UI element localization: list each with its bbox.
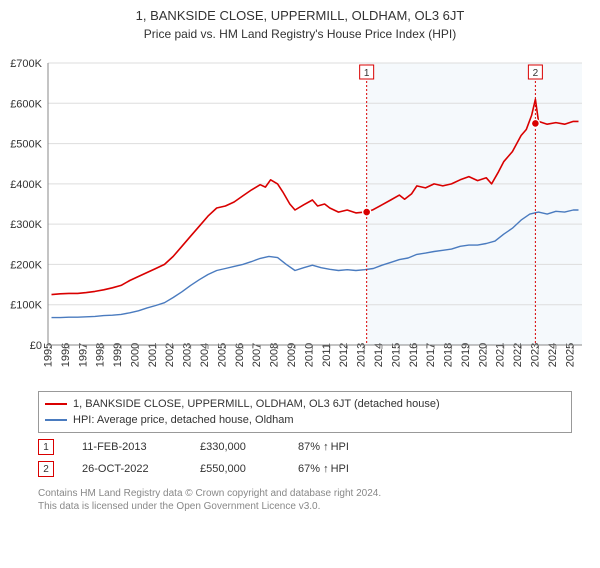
- svg-text:2012: 2012: [338, 343, 350, 367]
- svg-text:£700K: £700K: [10, 58, 42, 70]
- svg-text:2024: 2024: [547, 343, 559, 367]
- svg-text:2014: 2014: [373, 343, 385, 367]
- page-subtitle: Price paid vs. HM Land Registry's House …: [0, 27, 600, 41]
- svg-text:2002: 2002: [164, 343, 176, 367]
- sale-row: 1 11-FEB-2013 £330,000 87% HPI: [38, 439, 600, 455]
- svg-text:2009: 2009: [286, 343, 298, 367]
- svg-text:£300K: £300K: [10, 219, 42, 231]
- svg-text:2023: 2023: [530, 343, 542, 367]
- legend-label-hpi: HPI: Average price, detached house, Oldh…: [73, 412, 294, 428]
- svg-text:2018: 2018: [443, 343, 455, 367]
- svg-text:1996: 1996: [60, 343, 72, 367]
- chart-area: £0 £100K £200K £300K £400K £500K £600K £700K 199…: [0, 53, 600, 383]
- svg-text:2020: 2020: [477, 343, 489, 367]
- svg-text:1997: 1997: [77, 343, 89, 367]
- legend-swatch-hpi: [45, 419, 67, 421]
- footer-line2: This data is licensed under the Open Gov…: [38, 500, 572, 513]
- svg-text:2001: 2001: [147, 343, 159, 367]
- svg-text:2025: 2025: [564, 343, 576, 367]
- svg-text:2021: 2021: [495, 343, 507, 367]
- sale-date: 11-FEB-2013: [82, 441, 172, 453]
- svg-text:£500K: £500K: [10, 139, 42, 151]
- svg-text:1995: 1995: [42, 343, 54, 367]
- svg-text:2008: 2008: [269, 343, 281, 367]
- sale-number-badge: 2: [38, 461, 54, 477]
- sale-row: 2 26-OCT-2022 £550,000 67% HPI: [38, 461, 600, 477]
- legend-row-property: 1, BANKSIDE CLOSE, UPPERMILL, OLDHAM, OL…: [45, 396, 565, 412]
- legend-swatch-property: [45, 403, 67, 405]
- legend-row-hpi: HPI: Average price, detached house, Oldh…: [45, 412, 565, 428]
- sale-price: £550,000: [200, 463, 270, 475]
- footer-line1: Contains HM Land Registry data © Crown c…: [38, 487, 572, 500]
- svg-text:2003: 2003: [182, 343, 194, 367]
- svg-text:£600K: £600K: [10, 98, 42, 110]
- page-title: 1, BANKSIDE CLOSE, UPPERMILL, OLDHAM, OL…: [0, 8, 600, 23]
- svg-text:2005: 2005: [216, 343, 228, 367]
- svg-text:2: 2: [533, 68, 539, 79]
- svg-text:1: 1: [364, 68, 370, 79]
- svg-text:£400K: £400K: [10, 179, 42, 191]
- footer-text: Contains HM Land Registry data © Crown c…: [38, 487, 572, 513]
- svg-text:2011: 2011: [321, 343, 333, 367]
- sale-pct-vs-hpi: 87% HPI: [298, 441, 349, 453]
- sale-number-badge: 1: [38, 439, 54, 455]
- svg-text:2000: 2000: [129, 343, 141, 367]
- svg-text:2013: 2013: [356, 343, 368, 367]
- legend-box: 1, BANKSIDE CLOSE, UPPERMILL, OLDHAM, OL…: [38, 391, 572, 433]
- svg-text:1999: 1999: [112, 343, 124, 367]
- svg-text:2022: 2022: [512, 343, 524, 367]
- svg-text:2004: 2004: [199, 343, 211, 367]
- sale-pct-vs-hpi: 67% HPI: [298, 463, 349, 475]
- svg-text:£200K: £200K: [10, 259, 42, 271]
- legend-label-property: 1, BANKSIDE CLOSE, UPPERMILL, OLDHAM, OL…: [73, 396, 440, 412]
- svg-text:2007: 2007: [251, 343, 263, 367]
- sale-price: £330,000: [200, 441, 270, 453]
- sales-list: 1 11-FEB-2013 £330,000 87% HPI 2 26-OCT-2022 £…: [0, 439, 600, 477]
- svg-text:2017: 2017: [425, 343, 437, 367]
- svg-text:2006: 2006: [234, 343, 246, 367]
- svg-text:1998: 1998: [95, 343, 107, 367]
- sale-date: 26-OCT-2022: [82, 463, 172, 475]
- svg-text:2019: 2019: [460, 343, 472, 367]
- svg-text:£100K: £100K: [10, 300, 42, 312]
- svg-text:£0: £0: [30, 340, 42, 352]
- svg-text:2016: 2016: [408, 343, 420, 367]
- svg-text:2010: 2010: [303, 343, 315, 367]
- svg-text:2015: 2015: [390, 343, 402, 367]
- price-chart: £0 £100K £200K £300K £400K £500K £600K £700K 199…: [0, 53, 600, 383]
